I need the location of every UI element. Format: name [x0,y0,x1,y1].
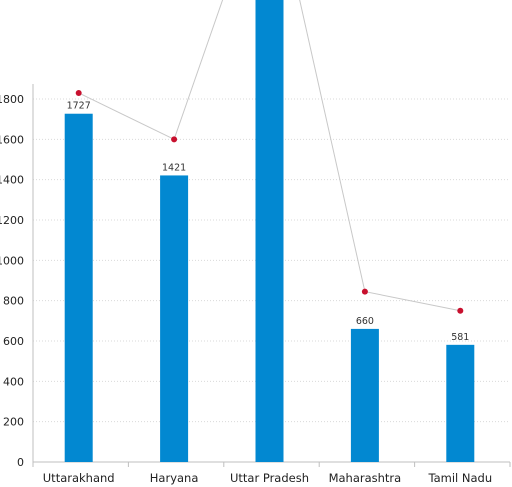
bar [64,113,93,462]
line-point [171,136,178,143]
bar-data-label: 1421 [162,162,186,173]
bar-data-label: 581 [451,332,469,343]
y-tick-label: 1400 [0,174,24,187]
line-point [361,288,368,295]
y-tick-label: 1000 [0,254,24,267]
bar-data-label: 1727 [67,101,91,112]
line-path [78,0,461,312]
y-tick-label: 600 [3,335,24,348]
bar-series [64,0,475,462]
x-category-label: Haryana [150,471,199,485]
bar [255,0,284,462]
label-layer: 1727Uttarakhand1421Haryana2843Uttar Prad… [43,101,492,485]
y-tick-label: 1200 [0,214,24,227]
y-tick-label: 0 [17,456,24,469]
bar-data-label: 660 [356,316,374,327]
y-tick-label: 1600 [0,133,24,146]
x-category-label: Uttarakhand [43,471,115,485]
x-category-label: Tamil Nadu [427,471,492,485]
line-point [457,307,464,314]
y-tick-label: 400 [3,375,24,388]
y-tick-label: 800 [3,295,24,308]
bar [160,175,189,462]
y-tick-label: 1800 [0,93,24,106]
x-category-label: Uttar Pradesh [230,471,309,485]
line-point [75,89,82,96]
line-series [75,0,464,314]
bar [350,328,379,462]
axis-layer: 0 200 400 600 800 1000 1200 1400 1600 1800 [0,84,511,469]
y-tick-label: 200 [3,416,24,429]
x-category-label: Maharashtra [329,471,402,485]
bar [446,344,475,462]
